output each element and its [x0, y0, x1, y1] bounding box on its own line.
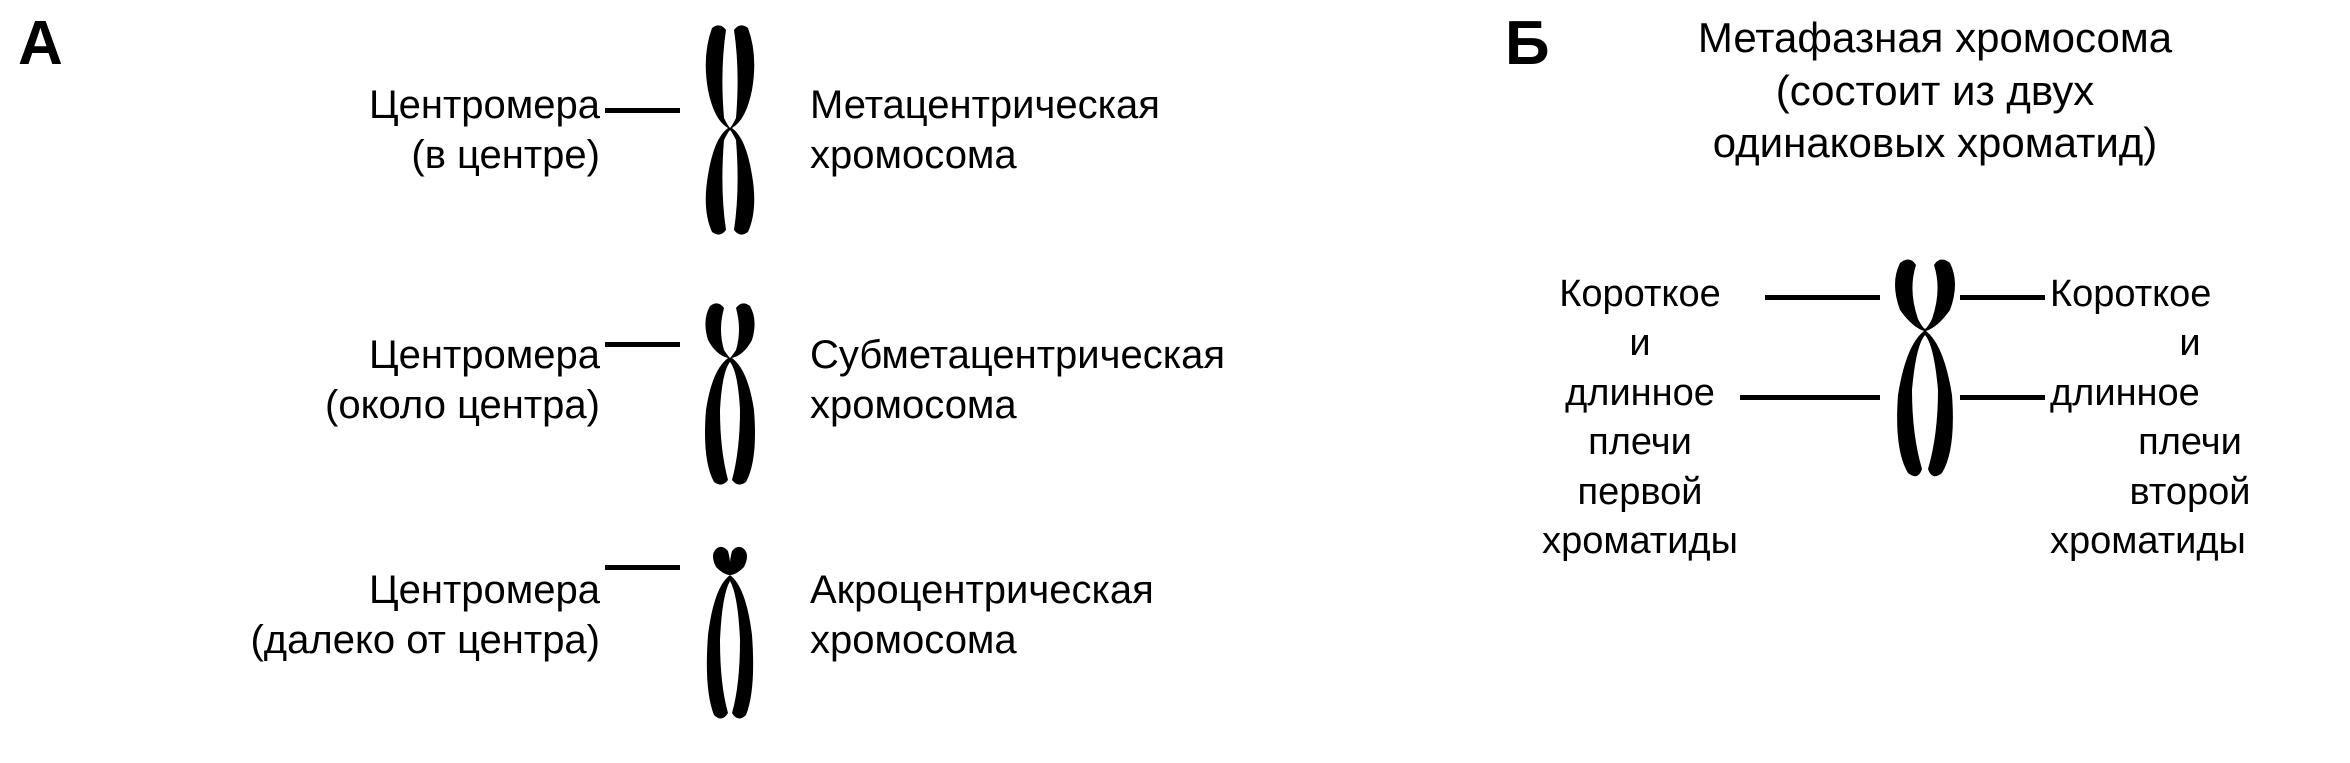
text: Центромера	[369, 333, 600, 377]
row-metacentric: Центромера (в центре) Метацентрическая х…	[0, 40, 1470, 260]
leader-line	[605, 342, 680, 347]
text: Субметацентрическая	[810, 333, 1225, 377]
text: длинное	[1565, 372, 1715, 414]
text: хромосома	[810, 383, 1017, 427]
text: (состоит из двух	[1776, 67, 2095, 114]
panel-b-title: Метафазная хромосома (состоит из двух од…	[1575, 12, 2295, 170]
text: и	[1629, 322, 1650, 364]
panel-b-letter: Б	[1505, 8, 1550, 79]
text: хроматиды	[1542, 520, 1738, 562]
row1-left-label: Центромера (в центре)	[180, 80, 600, 180]
text: Акроцентрическая	[810, 568, 1154, 612]
text: одинаковых хроматид)	[1713, 119, 2158, 166]
panel-a: А Центромера (в центре) Метацентрическая…	[0, 0, 1470, 763]
text: плечи	[1588, 421, 1692, 463]
metaphase-chromosome-icon	[1870, 255, 1980, 490]
panel-b: Б Метафазная хромосома (состоит из двух …	[1520, 0, 2350, 763]
text: Короткое	[2050, 273, 2211, 315]
row3-right-label: Акроцентрическая хромосома	[810, 565, 1370, 665]
text: первой	[1578, 471, 1703, 513]
leader-line-left-long	[1740, 395, 1880, 400]
row-submetacentric: Центромера (около центра) Субметацентрич…	[0, 300, 1470, 500]
leader-line	[605, 565, 680, 570]
leader-line-left-short	[1765, 295, 1880, 300]
row2-left-label: Центромера (около центра)	[180, 330, 600, 430]
text: Метафазная хромосома	[1698, 14, 2172, 61]
text: плечи	[2050, 418, 2330, 467]
metacentric-chromosome-icon	[680, 20, 780, 245]
row3-left-label: Центромера (далеко от центра)	[160, 565, 600, 665]
panel-b-left-label: Короткое и длинное плечи первой хроматид…	[1510, 270, 1770, 566]
row1-right-label: Метацентрическая хромосома	[810, 80, 1370, 180]
text: хромосома	[810, 618, 1017, 662]
text: длинное	[2050, 372, 2200, 414]
text: Метацентрическая	[810, 83, 1160, 127]
row-acrocentric: Центромера (далеко от центра) Акроцентри…	[0, 545, 1470, 745]
text: хромосома	[810, 133, 1017, 177]
leader-line	[605, 108, 680, 113]
text: (в центре)	[411, 133, 600, 177]
text: второй	[2050, 468, 2330, 517]
panel-b-right-label: Короткое и длинное плечи второй хроматид…	[2050, 270, 2330, 566]
submetacentric-chromosome-icon	[680, 300, 780, 495]
text: и	[2050, 319, 2330, 368]
text: Короткое	[1559, 273, 1720, 315]
text: Центромера	[369, 568, 600, 612]
row2-right-label: Субметацентрическая хромосома	[810, 330, 1430, 430]
text: Центромера	[369, 83, 600, 127]
acrocentric-chromosome-icon	[680, 545, 780, 730]
text: (далеко от центра)	[250, 618, 600, 662]
text: хроматиды	[2050, 520, 2246, 562]
text: (около центра)	[325, 383, 600, 427]
